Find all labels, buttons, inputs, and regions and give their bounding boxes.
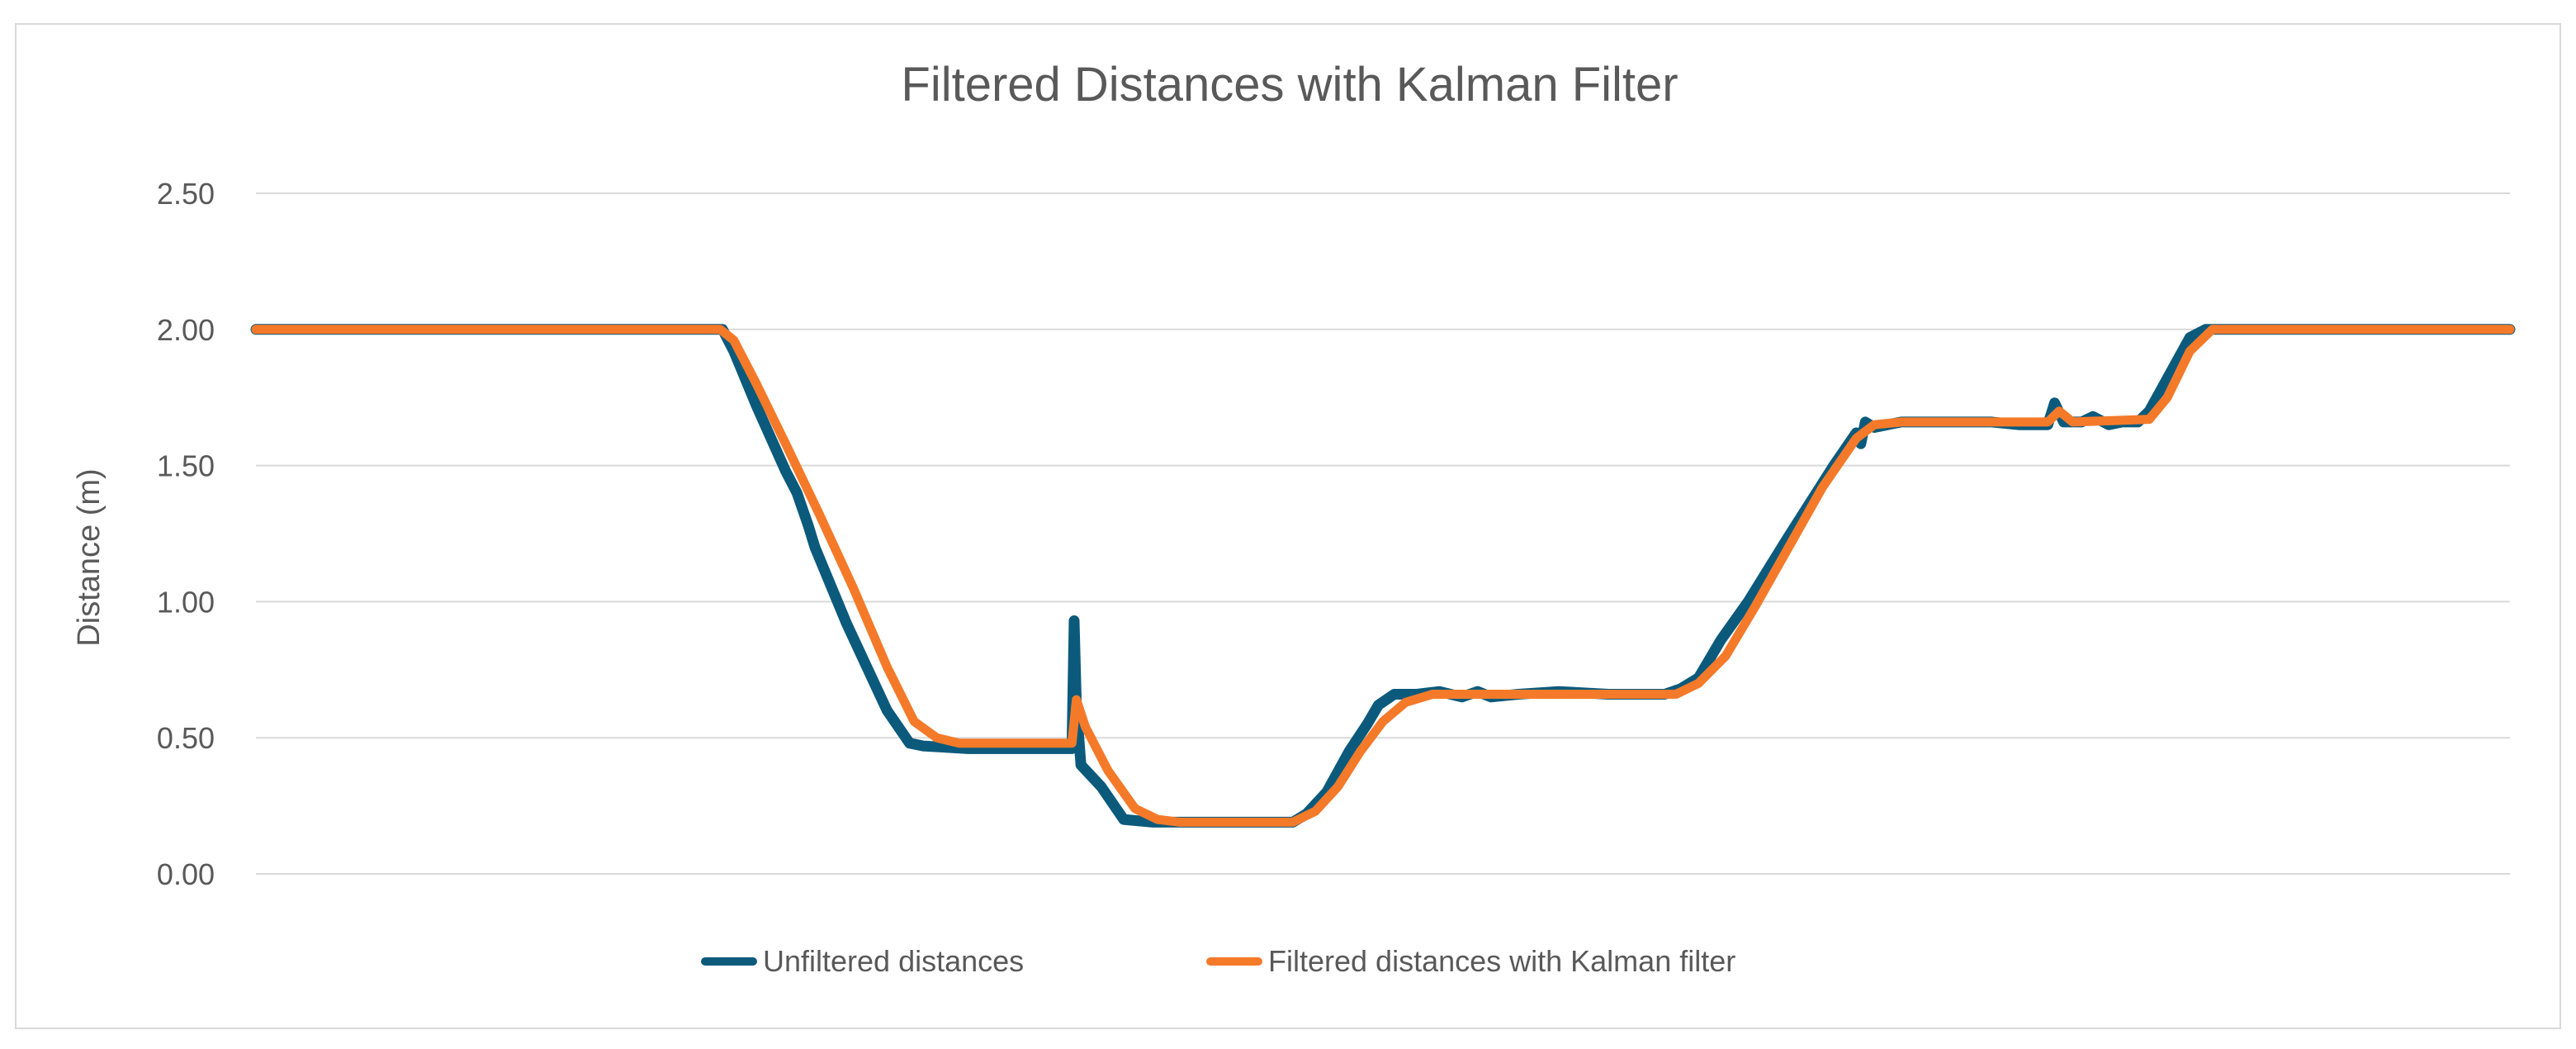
legend-label-filtered: Filtered distances with Kalman filter [1268,944,1735,978]
y-tick-label: 2.00 [157,313,215,347]
legend-label-unfiltered: Unfiltered distances [763,944,1024,978]
chart-frame: Filtered Distances with Kalman Filter Di… [15,23,2561,1029]
y-tick-label: 1.00 [157,585,215,619]
legend: Unfiltered distances Filtered distances … [701,944,1735,978]
y-axis-label: Distance (m) [72,468,107,646]
y-tick-label: 0.00 [157,857,215,891]
y-tick-label: 2.50 [157,177,215,211]
y-tick-labels: 0.00 0.50 1.00 1.50 2.00 2.50 [157,177,215,891]
y-tick-label: 1.50 [157,449,215,483]
gridlines [256,192,2510,875]
chart-title: Filtered Distances with Kalman Filter [901,58,1678,112]
series-line-unfiltered [250,324,2516,828]
series-line-filtered [251,325,2515,827]
series-lines [250,324,2516,828]
y-tick-label: 0.50 [157,721,215,755]
chart-svg: Filtered Distances with Kalman Filter Di… [72,58,2516,978]
